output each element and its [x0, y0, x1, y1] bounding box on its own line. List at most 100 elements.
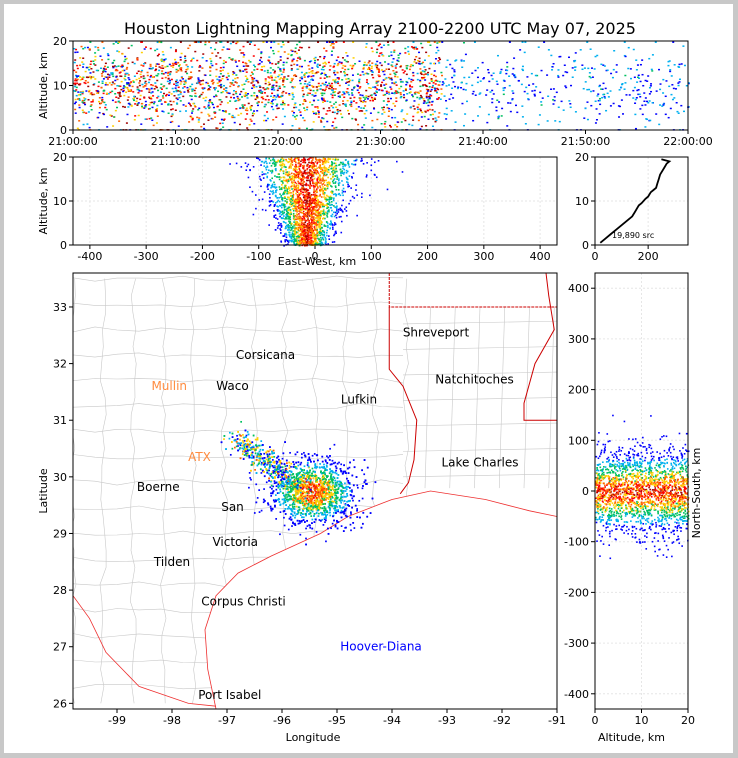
source-point — [433, 62, 436, 65]
source-point — [384, 120, 387, 123]
source-point — [200, 125, 203, 128]
source-point — [323, 224, 326, 226]
source-point — [313, 207, 315, 210]
source-point — [303, 244, 306, 247]
source-point — [263, 65, 266, 68]
source-point — [312, 199, 315, 202]
source-point — [323, 100, 326, 102]
source-point — [618, 116, 621, 118]
source-point — [471, 93, 474, 95]
source-point — [358, 87, 361, 89]
source-point — [291, 199, 294, 202]
source-point — [371, 50, 374, 53]
source-point — [311, 178, 314, 181]
source-point — [287, 178, 289, 181]
source-point — [312, 173, 315, 176]
source-point — [321, 237, 324, 240]
source-point — [95, 69, 98, 72]
source-point — [313, 240, 315, 243]
source-point — [211, 102, 214, 104]
source-point — [277, 43, 280, 45]
source-point — [307, 177, 310, 179]
source-point — [329, 173, 332, 176]
source-point — [178, 64, 181, 66]
source-point — [383, 111, 386, 114]
source-point — [162, 111, 165, 113]
source-point — [311, 67, 314, 69]
source-point — [292, 168, 295, 170]
source-point — [312, 75, 315, 77]
source-point — [215, 94, 218, 96]
source-point — [101, 75, 104, 77]
source-point — [351, 163, 353, 165]
source-point — [303, 181, 305, 183]
source-point — [296, 211, 298, 213]
source-point — [323, 65, 326, 67]
source-point — [301, 203, 304, 206]
source-point — [365, 95, 368, 97]
source-point — [102, 92, 105, 95]
source-point — [219, 57, 222, 59]
source-point — [296, 201, 299, 203]
source-point — [287, 209, 290, 212]
source-point — [270, 165, 273, 167]
source-point — [169, 121, 172, 124]
source-point — [331, 226, 334, 229]
source-point — [85, 90, 88, 92]
source-point — [331, 213, 334, 216]
source-point — [399, 91, 402, 94]
source-point — [291, 185, 293, 187]
source-point — [230, 58, 233, 61]
source-point — [287, 192, 290, 195]
source-point — [177, 90, 180, 92]
source-point — [594, 55, 597, 58]
source-point — [649, 119, 652, 122]
source-point — [331, 180, 334, 183]
source-point — [311, 198, 313, 200]
source-point — [441, 41, 444, 43]
source-point — [659, 83, 662, 85]
source-point — [303, 119, 306, 122]
source-point — [242, 61, 245, 64]
source-point — [326, 229, 328, 232]
source-point — [242, 105, 245, 108]
source-point — [170, 104, 173, 106]
source-point — [87, 111, 90, 113]
source-point — [350, 105, 353, 108]
source-point — [328, 209, 330, 211]
source-point — [332, 91, 335, 94]
source-point — [581, 64, 584, 66]
source-point — [326, 181, 329, 184]
source-point — [164, 71, 167, 74]
source-point — [319, 242, 321, 245]
source-point — [121, 53, 124, 55]
source-point — [282, 186, 284, 189]
source-point — [301, 188, 303, 191]
source-point — [574, 52, 577, 54]
source-point — [224, 111, 227, 114]
source-point — [325, 86, 328, 88]
source-point — [268, 183, 271, 186]
source-point — [198, 66, 201, 68]
source-point — [379, 52, 382, 55]
source-point — [118, 41, 121, 43]
source-point — [239, 123, 242, 126]
source-point — [207, 101, 210, 104]
source-point — [311, 202, 314, 204]
source-point — [298, 217, 300, 219]
source-point — [335, 216, 338, 219]
county-line — [73, 326, 404, 333]
source-point — [331, 125, 334, 127]
source-point — [233, 90, 236, 92]
county-line — [73, 454, 404, 460]
source-point — [311, 221, 313, 224]
source-point — [184, 57, 187, 60]
source-point — [293, 86, 296, 88]
source-point — [136, 103, 139, 105]
source-point — [298, 197, 301, 199]
source-point — [113, 65, 116, 67]
parish-line — [424, 306, 431, 489]
source-point — [323, 172, 326, 174]
source-point — [112, 43, 115, 45]
source-point — [323, 225, 326, 227]
